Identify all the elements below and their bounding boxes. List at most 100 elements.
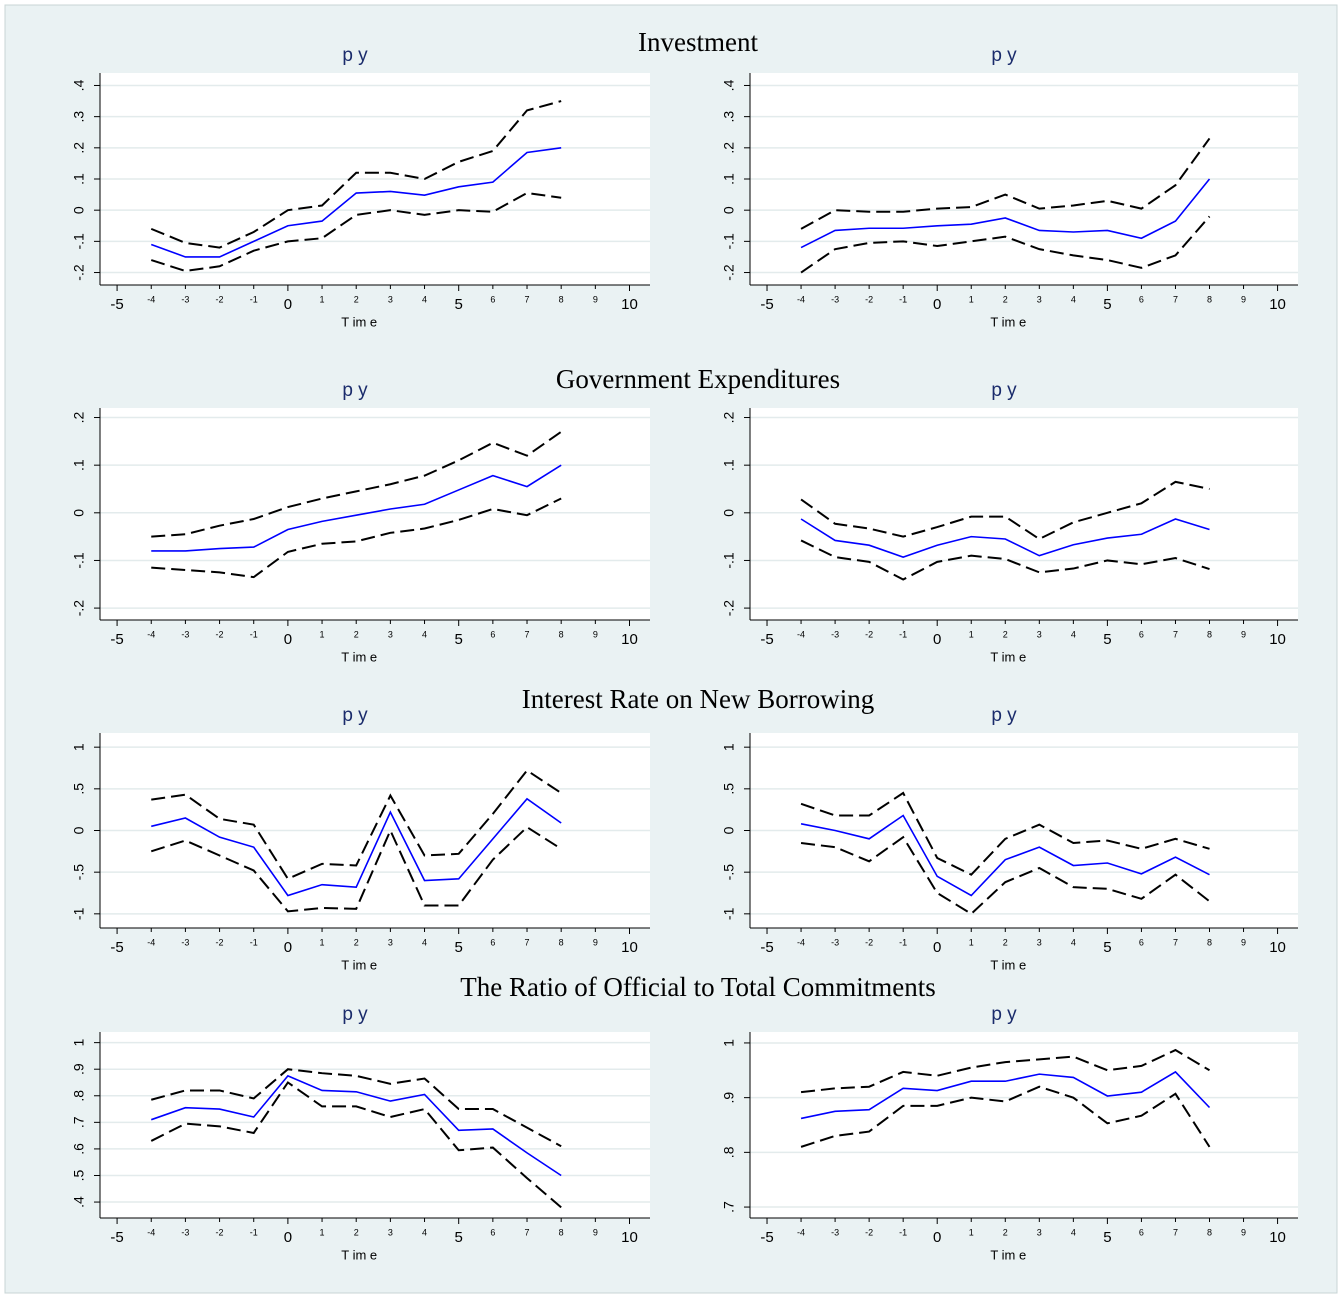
y-tick-label: .1	[721, 459, 737, 471]
x-tick-label: -4	[147, 629, 155, 639]
x-tick-label: 6	[1139, 1227, 1144, 1237]
series-line	[151, 497, 562, 579]
series-line	[800, 178, 1211, 249]
x-tick-label: 1	[320, 937, 325, 947]
series-line	[800, 215, 1211, 274]
series-line	[151, 464, 562, 552]
panel-title: p y	[342, 45, 368, 66]
x-tick-label: -5	[110, 939, 123, 956]
series-line	[800, 1048, 1211, 1094]
x-tick-label: -1	[250, 1227, 258, 1237]
y-tick-label: -1	[71, 907, 87, 920]
x-tick-label: -5	[760, 939, 773, 956]
x-tick-label: 4	[1071, 1227, 1076, 1237]
x-tick-label: 2	[1003, 294, 1008, 304]
series-line	[151, 797, 562, 897]
y-tick-label: .1	[71, 459, 87, 471]
x-tick-label: 9	[1241, 629, 1246, 639]
series-line	[800, 539, 1210, 581]
x-tick-label: 9	[593, 1227, 598, 1237]
y-tick-label: .8	[721, 1146, 737, 1158]
x-tick-label: 0	[284, 296, 292, 313]
series-line	[150, 1068, 562, 1148]
x-tick-label: 3	[1037, 1227, 1042, 1237]
x-tick-label: 6	[490, 294, 495, 304]
x-tick-label: 1	[969, 937, 974, 947]
x-tick-label: -4	[797, 937, 805, 947]
x-tick-label: 8	[559, 629, 564, 639]
y-tick-label: .2	[71, 142, 87, 154]
x-tick-label: 0	[933, 296, 941, 313]
x-tick-label: 0	[284, 631, 292, 648]
x-tick-label: 10	[1269, 631, 1286, 648]
y-tick-label: .3	[721, 111, 737, 123]
x-tick-label: -3	[181, 1227, 189, 1237]
x-tick-label: 9	[593, 629, 598, 639]
x-tick-label: 7	[525, 629, 530, 639]
x-axis-label: T im e	[341, 1247, 377, 1262]
x-tick-label: 8	[1207, 629, 1212, 639]
x-tick-label: 3	[388, 629, 393, 639]
x-tick-label: 1	[320, 1227, 325, 1237]
x-tick-label: 6	[1139, 937, 1144, 947]
x-tick-label: 9	[1241, 1227, 1246, 1237]
y-tick-label: -.1	[71, 552, 87, 569]
plot-area	[750, 408, 1298, 620]
x-tick-label: 2	[354, 294, 359, 304]
x-tick-label: 6	[490, 1227, 495, 1237]
panel-title: p y	[342, 380, 368, 401]
y-tick-label: .6	[71, 1143, 87, 1155]
series-line	[800, 480, 1210, 541]
x-tick-label: -1	[899, 294, 907, 304]
series-line	[151, 769, 562, 881]
x-tick-label: 8	[559, 294, 564, 304]
y-tick-label: -.2	[71, 264, 87, 281]
y-tick-label: .5	[721, 783, 737, 795]
x-tick-label: 10	[621, 296, 638, 313]
x-tick-label: -3	[181, 629, 189, 639]
x-tick-label: 1	[969, 294, 974, 304]
y-tick-label: .5	[71, 1169, 87, 1181]
y-tick-label: 1	[721, 743, 737, 751]
series-line	[150, 1074, 562, 1177]
x-tick-label: 9	[593, 294, 598, 304]
series-line	[150, 147, 562, 258]
x-tick-label: 8	[1207, 937, 1212, 947]
x-tick-label: -3	[831, 294, 839, 304]
x-tick-label: -5	[760, 1229, 773, 1246]
x-tick-label: 10	[621, 1229, 638, 1246]
x-tick-label: 4	[422, 294, 427, 304]
x-tick-label: 6	[490, 937, 495, 947]
x-tick-label: 1	[320, 629, 325, 639]
y-tick-label: .2	[721, 142, 737, 154]
x-tick-label: 8	[559, 1227, 564, 1237]
x-tick-label: 2	[354, 629, 359, 639]
series-line	[150, 100, 562, 249]
x-tick-label: -3	[181, 294, 189, 304]
y-tick-label: 0	[71, 206, 87, 214]
section-title: Interest Rate on New Borrowing	[522, 684, 874, 714]
x-tick-label: -1	[250, 937, 258, 947]
x-tick-label: -5	[110, 1229, 123, 1246]
x-tick-label: -1	[899, 629, 907, 639]
y-tick-label: 0	[71, 826, 87, 834]
x-tick-label: 5	[1103, 631, 1111, 648]
y-tick-label: .1	[71, 173, 87, 185]
x-tick-label: 4	[1071, 937, 1076, 947]
x-tick-label: -3	[831, 937, 839, 947]
x-tick-label: -2	[216, 629, 224, 639]
y-tick-label: -.2	[721, 600, 737, 617]
x-tick-label: 8	[1207, 294, 1212, 304]
y-tick-label: -.5	[721, 864, 737, 881]
x-tick-label: 5	[455, 1229, 463, 1246]
x-tick-label: 6	[1139, 629, 1144, 639]
x-tick-label: 2	[354, 1227, 359, 1237]
y-tick-label: 0	[721, 509, 737, 517]
x-tick-label: 6	[490, 629, 495, 639]
y-tick-label: .2	[721, 411, 737, 423]
y-tick-label: .4	[71, 79, 87, 91]
x-tick-label: 3	[1037, 937, 1042, 947]
y-tick-label: -.5	[71, 864, 87, 881]
y-tick-label: 0	[721, 826, 737, 834]
x-tick-label: 2	[1003, 629, 1008, 639]
